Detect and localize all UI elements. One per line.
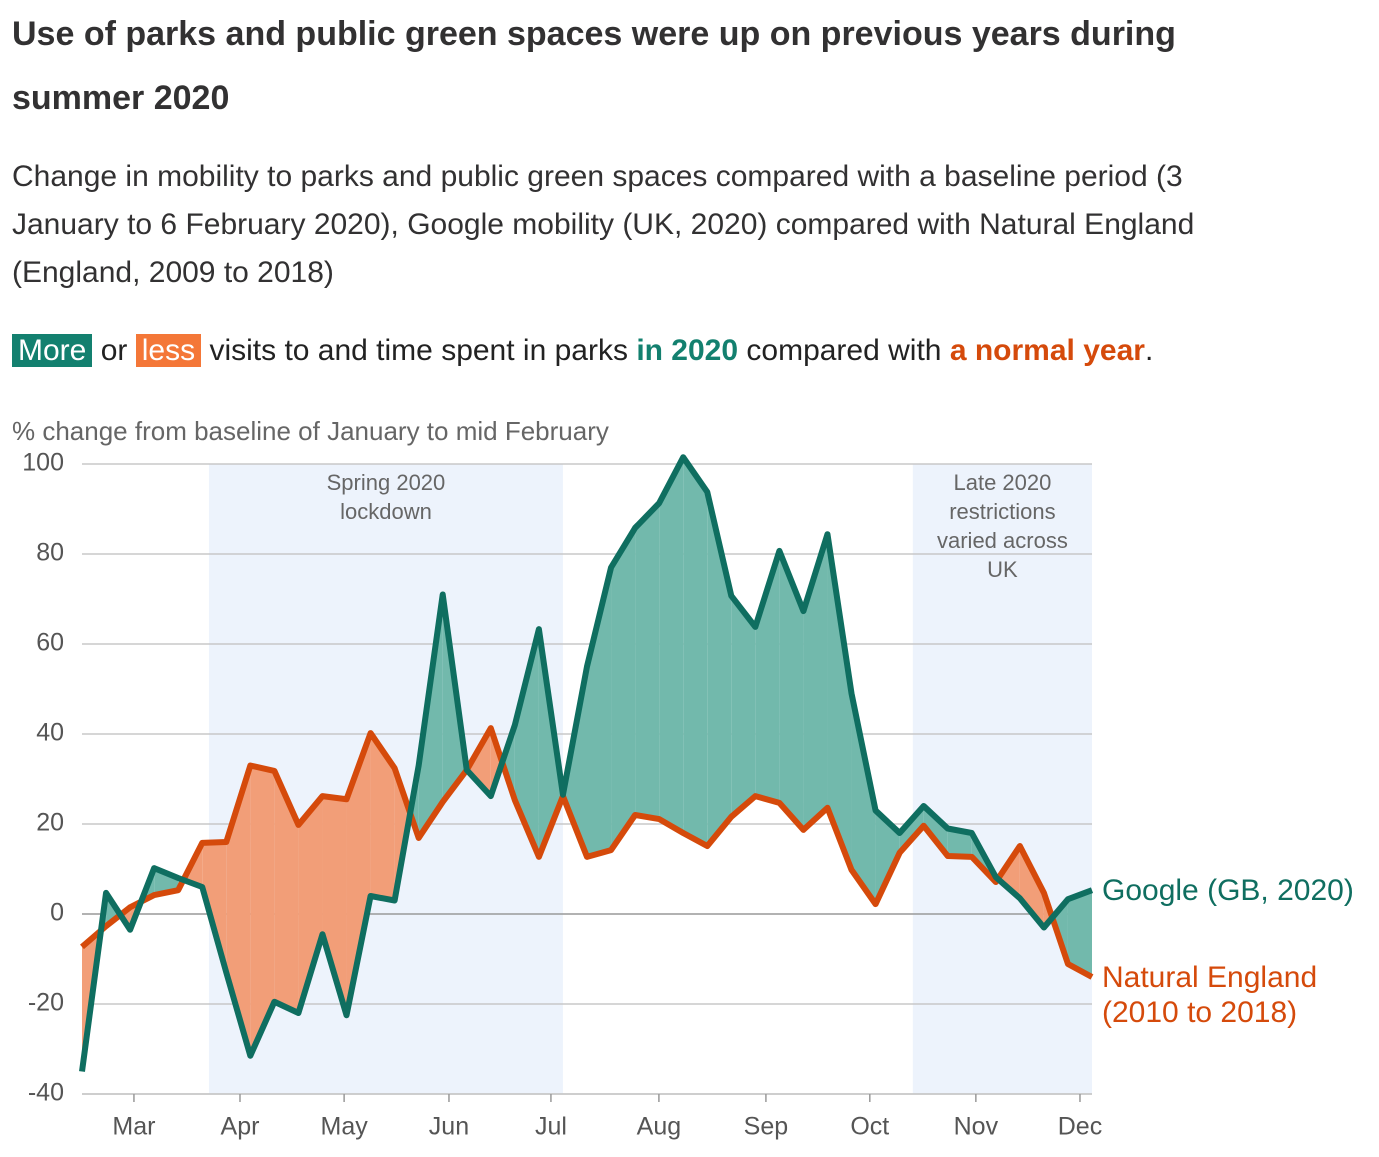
difference-area: [322, 796, 347, 1016]
difference-area: [202, 842, 227, 973]
x-tick-label: Apr: [221, 1113, 260, 1141]
key-text: visits to and time spent in parks: [209, 334, 628, 367]
difference-area: [659, 457, 684, 833]
difference-area: [466, 728, 491, 797]
series-line: [80, 725, 1094, 980]
shaded-period: [912, 464, 1092, 1094]
x-tick-label: May: [321, 1113, 369, 1141]
series-label: Google (GB, 2020): [1102, 874, 1354, 908]
x-tick-label: Jul: [535, 1113, 567, 1141]
series-line: [79, 454, 1094, 1072]
y-tick-label: -20: [28, 989, 64, 1017]
x-tick-label: Oct: [850, 1113, 889, 1141]
difference-area: [346, 733, 371, 1016]
difference-area: [587, 567, 612, 857]
difference-area: [514, 629, 539, 857]
difference-area: [1019, 846, 1044, 928]
y-tick-label: 60: [36, 629, 64, 657]
key-less: less: [135, 334, 202, 367]
key-more: More: [12, 334, 93, 367]
difference-area: [779, 550, 804, 830]
y-tick-label: 20: [36, 809, 64, 837]
difference-area: [875, 810, 900, 905]
difference-area: [731, 595, 756, 817]
difference-area: [827, 534, 852, 870]
difference-area: [250, 765, 275, 1056]
annotation: Spring 2020 lockdown: [326, 470, 446, 524]
difference-area: [947, 828, 972, 857]
key-text: compared with: [746, 334, 942, 367]
difference-area: [298, 796, 323, 1013]
chart-subtitle: Change in mobility to parks and public g…: [12, 160, 1195, 289]
difference-area: [683, 457, 708, 847]
x-tick-label: Nov: [954, 1113, 999, 1141]
difference-area: [274, 770, 299, 1013]
difference-area: [1067, 890, 1092, 977]
series-label: Natural England (2010 to 2018): [1102, 961, 1318, 1029]
key-2020: in 2020: [636, 334, 739, 367]
difference-area: [923, 806, 948, 856]
difference-area: [611, 527, 636, 851]
y-tick-label: -40: [28, 1079, 64, 1107]
key-text: .: [1144, 334, 1154, 367]
chart-title: Use of parks and public green spaces wer…: [12, 15, 1176, 117]
y-tick-label: 100: [22, 449, 64, 477]
y-tick-label: 80: [36, 539, 64, 567]
difference-area: [370, 733, 395, 901]
difference-area: [899, 806, 924, 853]
key-sentence: More or less visits to and time spent in…: [12, 328, 1153, 374]
key-text: or: [100, 334, 128, 367]
annotation: Late 2020 restrictions varied across UK: [937, 470, 1068, 582]
difference-area: [803, 534, 828, 830]
y-tick-label: 0: [50, 899, 64, 927]
x-tick-label: Aug: [637, 1113, 681, 1141]
difference-area: [851, 693, 876, 905]
difference-area: [635, 503, 660, 820]
y-axis-label: % change from baseline of January to mid…: [12, 416, 609, 446]
y-tick-label: 40: [36, 719, 64, 747]
x-tick-label: Jun: [429, 1113, 469, 1141]
x-tick-label: Dec: [1058, 1113, 1102, 1141]
key-normal: a normal year: [949, 334, 1145, 367]
x-tick-label: Mar: [112, 1113, 155, 1141]
x-tick-label: Sep: [744, 1113, 788, 1141]
